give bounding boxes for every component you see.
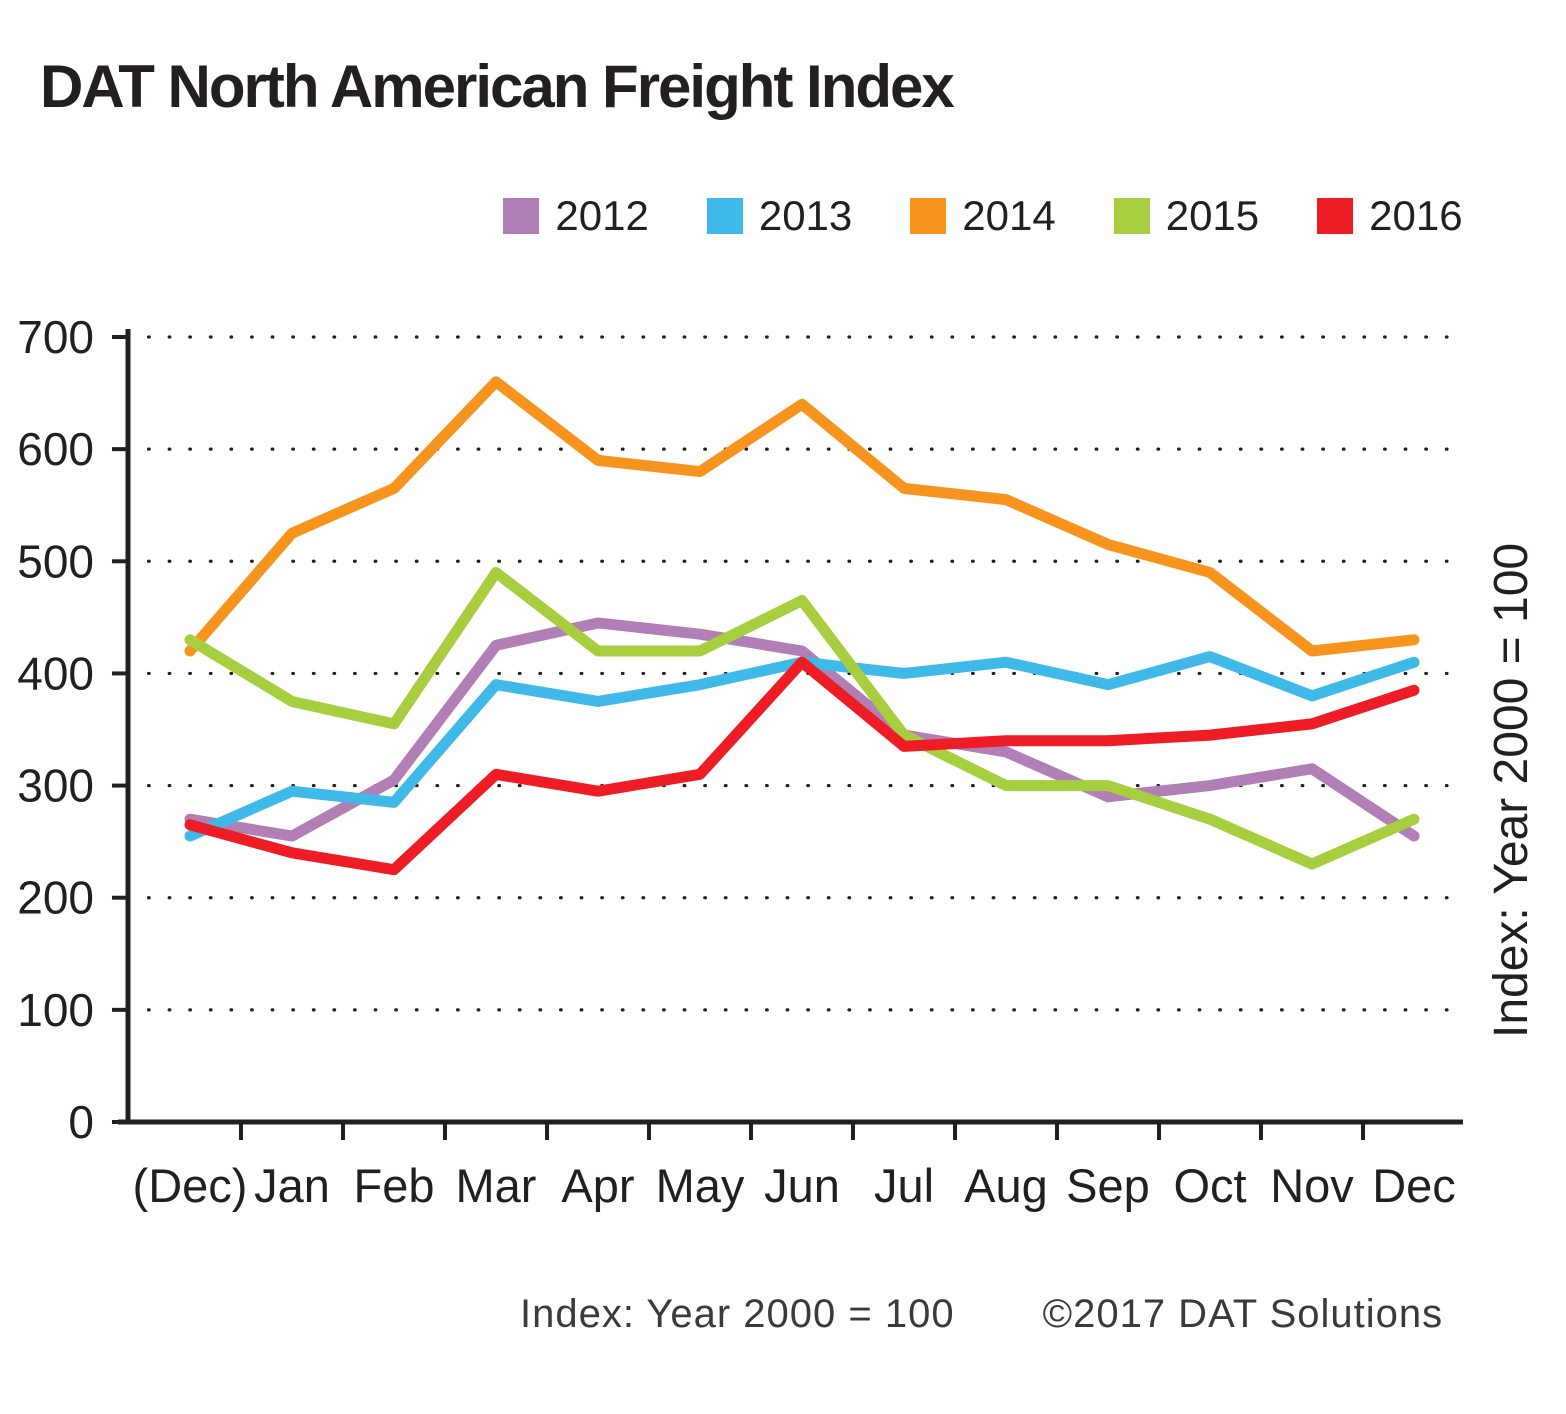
y-tick-label: 0 [68, 1096, 94, 1148]
legend-item-2014: 2014 [910, 192, 1056, 240]
series-line-2012 [184, 617, 1420, 842]
y-tick-label: 300 [17, 760, 94, 812]
x-tick-label: Aug [964, 1159, 1048, 1212]
x-tick-label: Mar [456, 1159, 537, 1212]
x-tick-label: Jan [254, 1159, 330, 1212]
legend-label-2013: 2013 [758, 192, 853, 239]
y-tick-label: 700 [17, 311, 94, 363]
x-tick-label: Dec [1372, 1159, 1456, 1212]
y-tick-label: 100 [17, 984, 94, 1036]
y-tick-label: 200 [17, 872, 94, 924]
legend-item-2016: 2016 [1317, 192, 1463, 240]
legend-item-2015: 2015 [1113, 192, 1260, 240]
right-axis-label: Index: Year 2000 = 100 [1485, 542, 1538, 1038]
legend-swatch-2012 [503, 198, 540, 234]
x-tick-label: Apr [561, 1159, 634, 1212]
legend-item-2013: 2013 [706, 192, 853, 240]
footer-index-note: Index: Year 2000 = 100 [520, 1292, 955, 1336]
legend-swatch-2014 [910, 198, 947, 234]
legend-swatch-2016 [1317, 198, 1354, 234]
y-tick-label: 500 [17, 535, 94, 587]
legend-label-2012: 2012 [555, 192, 649, 239]
x-tick-label: Sep [1066, 1159, 1150, 1212]
series-line-2013 [184, 651, 1420, 842]
y-tick-label: 600 [17, 423, 94, 475]
x-tick-label: (Dec) [133, 1159, 248, 1212]
legend-label-2016: 2016 [1369, 192, 1463, 239]
series-line-2014 [184, 376, 1420, 657]
legend-swatch-2013 [706, 198, 743, 234]
series-line-2015 [184, 567, 1420, 870]
x-tick-label: Nov [1270, 1159, 1354, 1212]
legend-swatch-2015 [1113, 198, 1150, 234]
x-tick-label: Jun [764, 1159, 840, 1212]
legend: 2012 2013 2014 2015 2016 [200, 192, 1566, 240]
footer-copyright: ©2017 DAT Solutions [1042, 1292, 1444, 1336]
legend-label-2014: 2014 [962, 192, 1056, 239]
legend-label-2015: 2015 [1165, 192, 1260, 239]
x-tick-label: Jul [874, 1159, 934, 1212]
footer: Index: Year 2000 = 100 ©2017 DAT Solutio… [520, 1292, 1443, 1337]
x-tick-label: May [656, 1159, 745, 1212]
x-tick-label: Feb [354, 1159, 435, 1212]
legend-item-2012: 2012 [503, 192, 649, 240]
x-tick-label: Oct [1173, 1159, 1246, 1212]
series-line-2016 [184, 656, 1420, 876]
y-tick-label: 400 [17, 647, 94, 699]
page-title: DAT North American Freight Index [40, 53, 955, 120]
